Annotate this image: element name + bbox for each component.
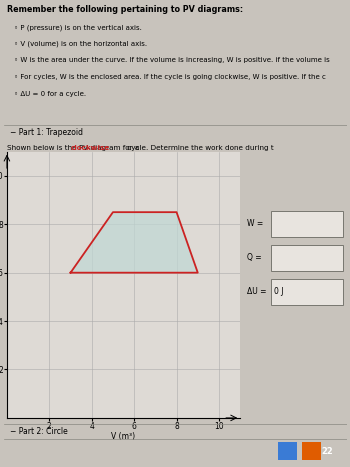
Text: ◦ W is the area under the curve. If the volume is increasing, W is positive. if : ◦ W is the area under the curve. If the … — [14, 57, 330, 63]
FancyBboxPatch shape — [271, 279, 343, 304]
FancyBboxPatch shape — [271, 211, 343, 237]
Text: − Part 2: Circle: − Part 2: Circle — [10, 427, 68, 436]
Text: ◦ V (volume) is on the horizontal axis.: ◦ V (volume) is on the horizontal axis. — [14, 41, 147, 47]
Text: ◦ ΔU = 0 for a cycle.: ◦ ΔU = 0 for a cycle. — [14, 91, 86, 97]
Text: ΔU =: ΔU = — [247, 287, 267, 297]
FancyBboxPatch shape — [271, 245, 343, 270]
Text: ◦ P (pressure) is on the vertical axis.: ◦ P (pressure) is on the vertical axis. — [14, 25, 142, 31]
Text: Remember the following pertaining to PV diagrams:: Remember the following pertaining to PV … — [7, 5, 243, 14]
Text: − Part 1: Trapezoid: − Part 1: Trapezoid — [10, 127, 83, 137]
Text: Q =: Q = — [247, 254, 262, 262]
Text: 22: 22 — [321, 446, 333, 456]
Text: clockwise: clockwise — [70, 145, 110, 150]
FancyBboxPatch shape — [278, 442, 297, 460]
Text: 0 J: 0 J — [274, 287, 284, 297]
Text: Shown below is the PV-diagram for a: Shown below is the PV-diagram for a — [7, 145, 141, 150]
Text: cycle. Determine the work done during t: cycle. Determine the work done during t — [125, 145, 274, 150]
Text: W =: W = — [247, 219, 263, 228]
FancyBboxPatch shape — [302, 442, 321, 460]
Text: ◦ For cycles, W is the enclosed area. If the cycle is going clockwise, W is posi: ◦ For cycles, W is the enclosed area. If… — [14, 74, 326, 80]
